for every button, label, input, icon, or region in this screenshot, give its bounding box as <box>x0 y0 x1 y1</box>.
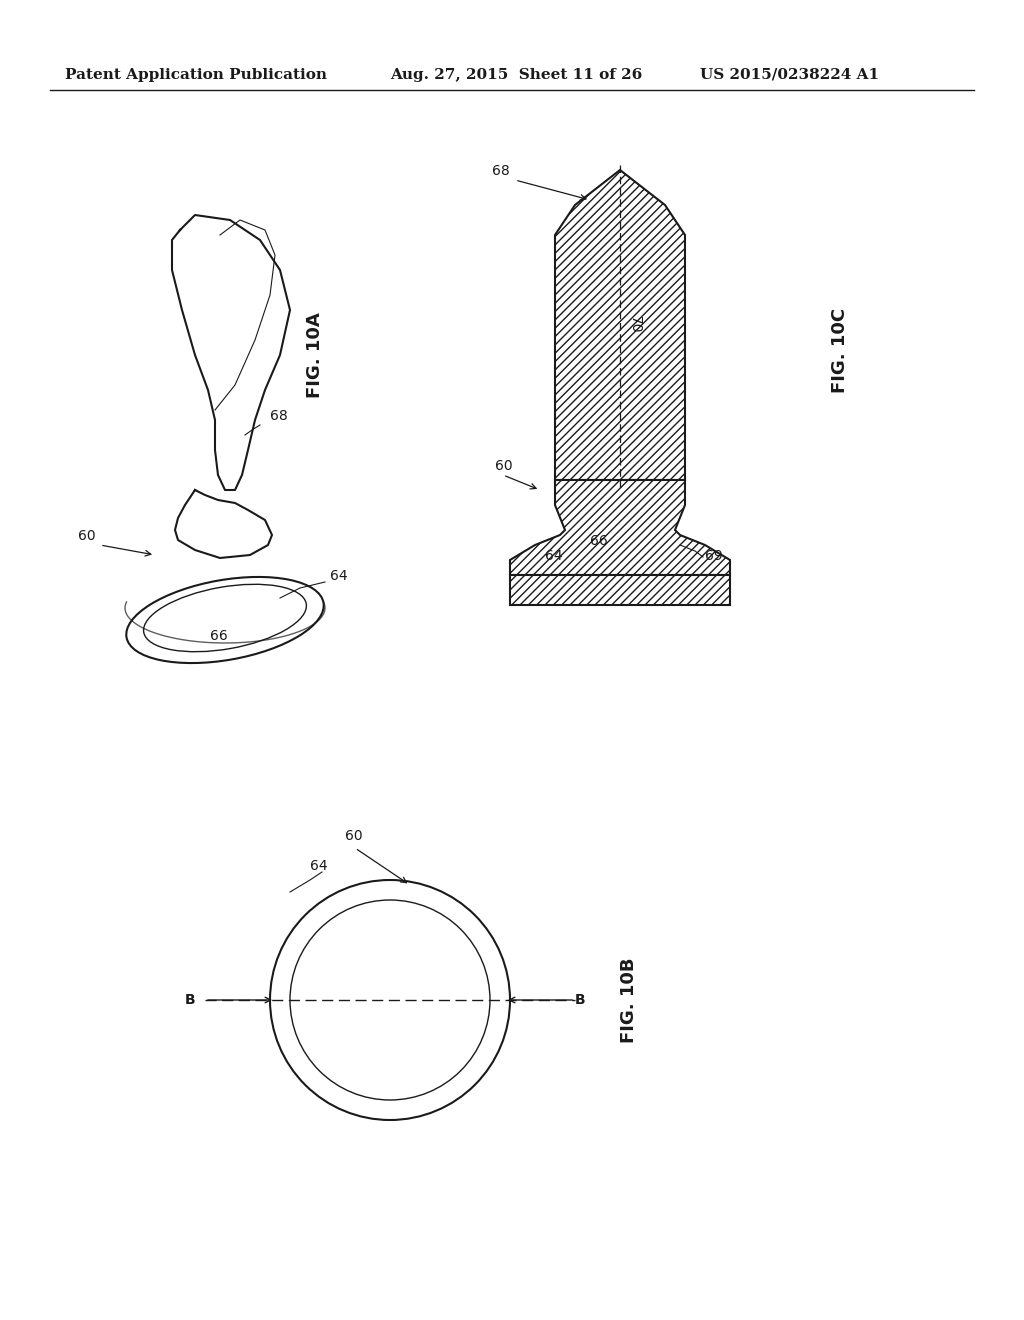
Text: 60: 60 <box>345 829 362 843</box>
Text: FIG. 10C: FIG. 10C <box>831 308 849 392</box>
Text: US 2015/0238224 A1: US 2015/0238224 A1 <box>700 69 880 82</box>
Text: 60: 60 <box>78 529 95 543</box>
Text: FIG. 10B: FIG. 10B <box>620 957 638 1043</box>
Text: Aug. 27, 2015  Sheet 11 of 26: Aug. 27, 2015 Sheet 11 of 26 <box>390 69 642 82</box>
Text: B: B <box>575 993 586 1007</box>
Polygon shape <box>510 480 730 576</box>
Text: 64: 64 <box>310 859 328 873</box>
Text: 64: 64 <box>545 549 562 564</box>
Text: 66: 66 <box>590 535 608 548</box>
Text: B: B <box>184 993 195 1007</box>
Text: 66: 66 <box>210 630 227 643</box>
FancyBboxPatch shape <box>510 576 730 605</box>
Text: 60: 60 <box>495 459 513 473</box>
Text: 64: 64 <box>330 569 347 583</box>
Text: 69: 69 <box>705 549 723 564</box>
Text: 70: 70 <box>628 315 642 333</box>
Text: FIG. 10A: FIG. 10A <box>306 312 324 397</box>
Text: 68: 68 <box>270 409 288 422</box>
Text: 68: 68 <box>493 164 510 178</box>
Text: Patent Application Publication: Patent Application Publication <box>65 69 327 82</box>
Polygon shape <box>555 170 685 480</box>
